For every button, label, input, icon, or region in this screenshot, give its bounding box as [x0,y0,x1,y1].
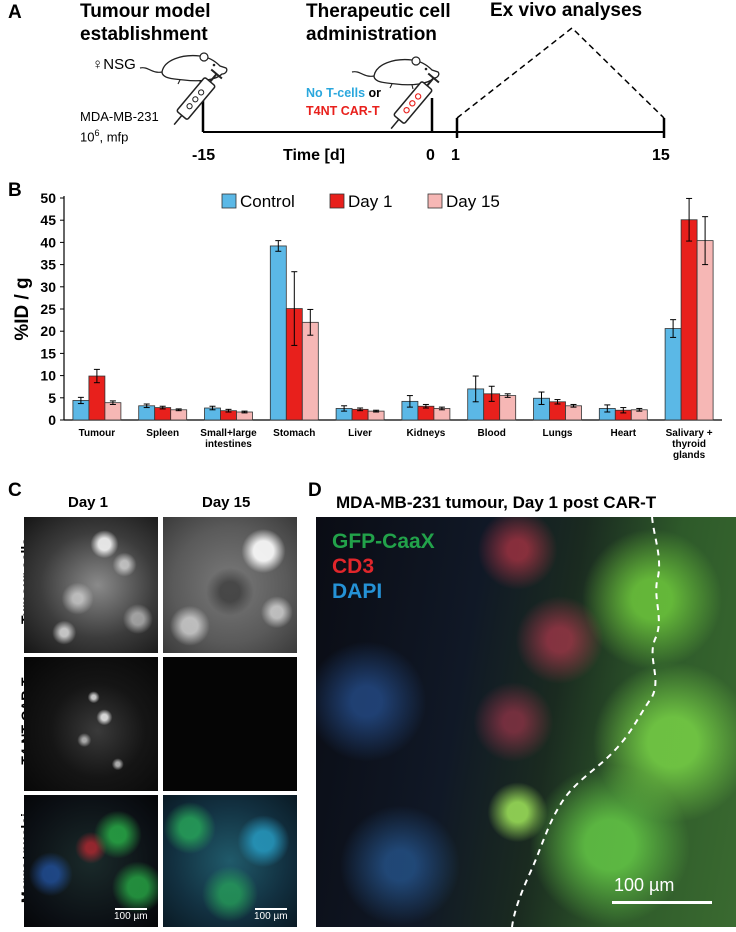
cell-line-label: MDA-MB-231 106, mfp [80,109,159,145]
syringe-icon [390,72,440,130]
syringe-icon [173,68,223,126]
legend-swatch [221,193,237,209]
stage2-title: Therapeutic cell administration [306,1,451,45]
category-label: glands [673,450,706,461]
panel-d-title: MDA-MB-231 tumour, Day 1 post CAR-T [336,493,657,512]
legend-gfp: GFP-CaaX [332,530,435,553]
category-label: Tumour [79,428,116,439]
y-tick-label: 5 [48,390,56,406]
stage3-title: Ex vivo analyses [490,0,643,21]
biodistribution-chart: 0 5 10 15 20 25 30 35 40 45 50 %ID / g Tumour Spleen S… [12,190,722,461]
mouse-strain-label: ♀NSG [92,56,136,73]
category-label: Heart [611,428,637,439]
legend-dapi: DAPI [332,580,383,603]
bar-day-15 [499,395,517,421]
mouse-icon [139,52,228,86]
y-tick-label: 40 [40,234,56,250]
panel-c-letter: C [8,480,22,501]
column-label-day1: Day 1 [68,494,109,511]
bar-day-1 [680,219,698,421]
micrograph-tumour-overview: GFP-CaaX CD3 DAPI 100 µm [316,517,736,927]
panel-a-letter: A [8,2,22,23]
timeline-diagram [139,27,666,138]
scale-bar [115,908,147,910]
stage1-title: Tumour model establishment [80,1,211,45]
y-tick-label: 10 [40,368,56,384]
panel-b-letter: B [8,180,22,201]
bar-day-15 [104,402,122,421]
legend-swatch [427,193,443,209]
category-label: Liver [348,428,372,439]
bar-day-15 [696,240,714,421]
legend-label: Day 15 [446,192,500,211]
category-label: Salivary + [666,428,713,439]
mouse-icon [351,56,440,90]
timeline-axis-label: Time [d] [283,147,345,164]
legend-label: Day 1 [348,192,392,211]
legend-label: Control [240,192,295,211]
tick-label: -15 [192,147,216,164]
category-label: Small+large [200,428,257,439]
y-axis-label: %ID / g [12,277,33,340]
dose-label: 106, mfp [80,128,129,145]
micrograph-cart-day15 [163,657,297,791]
scale-bar [255,908,287,910]
micrograph-tumour-day1 [24,517,158,653]
bar-day-1 [154,407,172,421]
legend-swatch [329,193,345,209]
category-label: Stomach [273,428,315,439]
column-label-day15: Day 15 [202,494,251,511]
category-label: intestines [205,439,252,450]
panel-d-letter: D [308,480,322,501]
category-label: Blood [478,428,506,439]
tick-label: 0 [426,147,435,164]
bar-day-15 [170,409,188,421]
category-label: Kidneys [406,428,445,439]
y-tick-label: 0 [48,412,56,428]
y-tick-label: 35 [40,257,56,273]
category-label: Spleen [146,428,179,439]
car-t-label: T4NT CAR-T [306,104,380,118]
tumour-boundary-line [511,517,661,927]
y-tick-label: 30 [40,279,56,295]
bar-control [269,245,287,421]
scale-bar [612,901,712,904]
category-label: thyroid [672,439,706,450]
legend-cd3: CD3 [332,555,375,578]
scale-bar-label: 100 µm [614,875,675,895]
micrograph-merge-day15: 100 µm [163,795,297,927]
tick-label: 1 [451,147,460,164]
y-tick-label: 45 [40,212,56,228]
bar-control [664,328,682,421]
micrograph-merge-day1: 100 µm [24,795,158,927]
category-label: Lungs [543,428,573,439]
analysis-bracket [456,27,665,119]
y-tick-label: 50 [40,190,56,206]
scale-bar-label: 100 µm [114,911,148,922]
no-tcells-label: No T-cells [306,86,366,100]
y-tick-label: 15 [40,345,56,361]
y-tick-label: 25 [40,301,56,317]
y-tick-label: 20 [40,323,56,339]
micrograph-cart-day1 [24,657,158,791]
channel-legend: GFP-CaaX CD3 DAPI [332,529,435,604]
scale-bar-label: 100 µm [254,911,288,922]
bar-day-15 [565,405,582,421]
bar-day-1 [549,401,566,421]
bar-day-15 [301,321,319,421]
micrograph-tumour-day15 [163,517,297,653]
treatment-labels: No T-cells or T4NT CAR-T [306,86,382,118]
tick-label: 15 [652,147,670,164]
